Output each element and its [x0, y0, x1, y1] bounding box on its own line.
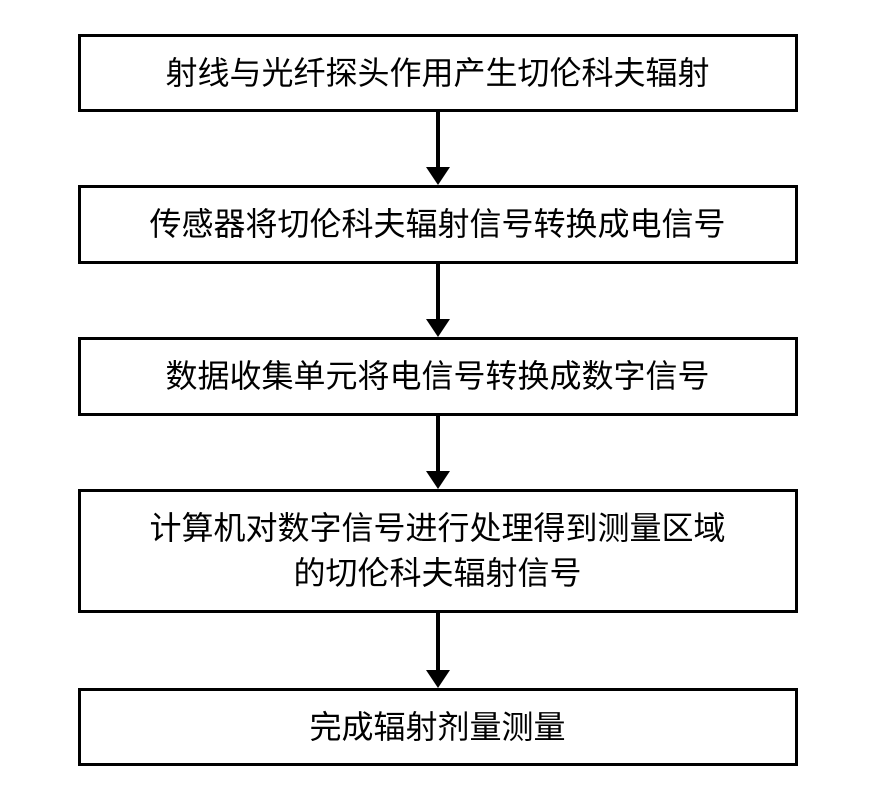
flow-arrow-1 — [426, 112, 450, 185]
flow-node-2-label: 传感器将切伦科夫辐射信号转换成电信号 — [149, 202, 725, 247]
flow-arrow-4 — [426, 613, 450, 688]
flow-node-4-label: 计算机对数字信号进行处理得到测量区域 的切伦科夫辐射信号 — [149, 506, 725, 596]
flow-node-2: 传感器将切伦科夫辐射信号转换成电信号 — [78, 185, 798, 264]
flow-node-5: 完成辐射剂量测量 — [78, 688, 798, 767]
flow-node-1-label: 射线与光纤探头作用产生切伦科夫辐射 — [165, 51, 709, 96]
flow-arrow-2 — [426, 264, 450, 337]
flow-node-3-label: 数据收集单元将电信号转换成数字信号 — [165, 354, 709, 399]
flowchart-container: 射线与光纤探头作用产生切伦科夫辐射 传感器将切伦科夫辐射信号转换成电信号 数据收… — [78, 34, 798, 767]
flow-node-3: 数据收集单元将电信号转换成数字信号 — [78, 337, 798, 416]
arrow-shaft — [436, 264, 440, 320]
flow-node-4: 计算机对数字信号进行处理得到测量区域 的切伦科夫辐射信号 — [78, 489, 798, 613]
flow-arrow-3 — [426, 416, 450, 489]
arrow-head-icon — [426, 471, 450, 489]
flow-node-1: 射线与光纤探头作用产生切伦科夫辐射 — [78, 34, 798, 113]
arrow-head-icon — [426, 670, 450, 688]
arrow-shaft — [436, 112, 440, 168]
arrow-head-icon — [426, 319, 450, 337]
flow-node-5-label: 完成辐射剂量测量 — [309, 705, 565, 750]
arrow-shaft — [436, 416, 440, 472]
arrow-head-icon — [426, 167, 450, 185]
arrow-shaft — [436, 613, 440, 671]
